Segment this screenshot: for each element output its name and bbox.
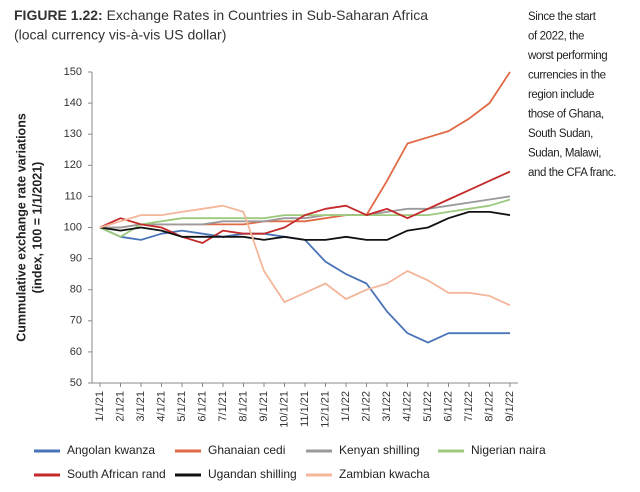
series-line (100, 71, 511, 229)
chart-subtitle: (local currency vis-à-vis US dollar) (14, 27, 226, 43)
y-axis-label: (index, 100 = 1/1/2021) (30, 162, 44, 294)
y-tick-label: 90 (70, 253, 82, 265)
y-tick-label: 110 (64, 190, 82, 202)
x-tick-label: 6/1/22 (442, 391, 454, 422)
annotation-line: South Sudan, (528, 128, 593, 140)
legend-label: Nigerian naira (471, 443, 546, 457)
x-tick-label: 9/1/22 (504, 391, 516, 422)
legend-label: South African rand (67, 467, 166, 481)
x-tick-label: 3/1/22 (381, 391, 393, 422)
x-tick-label: 4/1/22 (401, 391, 413, 422)
annotation-line: those of Ghana, (528, 109, 604, 121)
figure-label: FIGURE 1.22: (14, 7, 103, 23)
annotation-line: and the CFA franc. (528, 167, 616, 179)
x-tick-label: 3/1/21 (135, 391, 147, 422)
y-tick-label: 130 (64, 128, 82, 140)
y-tick-label: 60 (70, 346, 82, 358)
y-tick-label: 120 (64, 159, 82, 171)
x-tick-label: 1/1/21 (94, 391, 106, 422)
legend-label: Angolan kwanza (67, 443, 155, 457)
chart-title: FIGURE 1.22: Exchange Rates in Countries… (14, 7, 428, 23)
y-tick-label: 150 (64, 66, 82, 78)
x-tick-label: 6/1/21 (196, 391, 208, 422)
series-line (99, 211, 511, 241)
series-line (99, 170, 511, 244)
x-tick-label: 8/1/21 (237, 391, 249, 422)
x-tick-label: 5/1/21 (176, 391, 188, 422)
series-line (100, 195, 511, 229)
annotation-line: currencies in the (528, 70, 606, 82)
y-tick-label: 140 (64, 97, 82, 109)
annotation-line: Sudan, Malawi, (528, 148, 601, 160)
legend-label: Ghanaian cedi (208, 443, 285, 457)
x-tick-label: 9/1/21 (258, 391, 270, 422)
series-line (99, 204, 511, 307)
x-tick-label: 5/1/22 (422, 391, 434, 422)
y-tick-label: 80 (70, 284, 82, 296)
x-tick-label: 4/1/21 (155, 391, 167, 422)
x-tick-label: 1/1/22 (340, 391, 352, 422)
legend-label: Kenyan shilling (339, 443, 420, 457)
y-axis-label: Cummulative exchange rate variations (14, 113, 28, 342)
annotation-line: Since the start (528, 11, 597, 23)
y-tick-label: 50 (70, 377, 82, 389)
y-tick-label: 70 (70, 315, 82, 327)
x-tick-label: 12/1/21 (319, 391, 331, 428)
x-tick-label: 11/1/21 (299, 391, 311, 427)
annotation-line: region include (528, 89, 594, 101)
x-tick-label: 7/1/21 (217, 391, 229, 422)
annotation-line: worst performing (527, 50, 607, 62)
x-tick-label: 2/1/21 (114, 391, 126, 422)
x-tick-label: 10/1/21 (278, 391, 290, 428)
y-tick-label: 100 (64, 221, 82, 233)
legend-label: Ugandan shilling (208, 467, 297, 481)
x-tick-label: 8/1/22 (483, 391, 495, 422)
x-tick-label: 7/1/22 (463, 391, 475, 422)
legend-label: Zambian kwacha (339, 467, 430, 481)
title-text: Exchange Rates in Countries in Sub-Sahar… (107, 7, 429, 23)
annotation-line: of 2022, the (528, 31, 584, 43)
series-line (99, 226, 510, 344)
x-tick-label: 2/1/22 (360, 391, 372, 422)
